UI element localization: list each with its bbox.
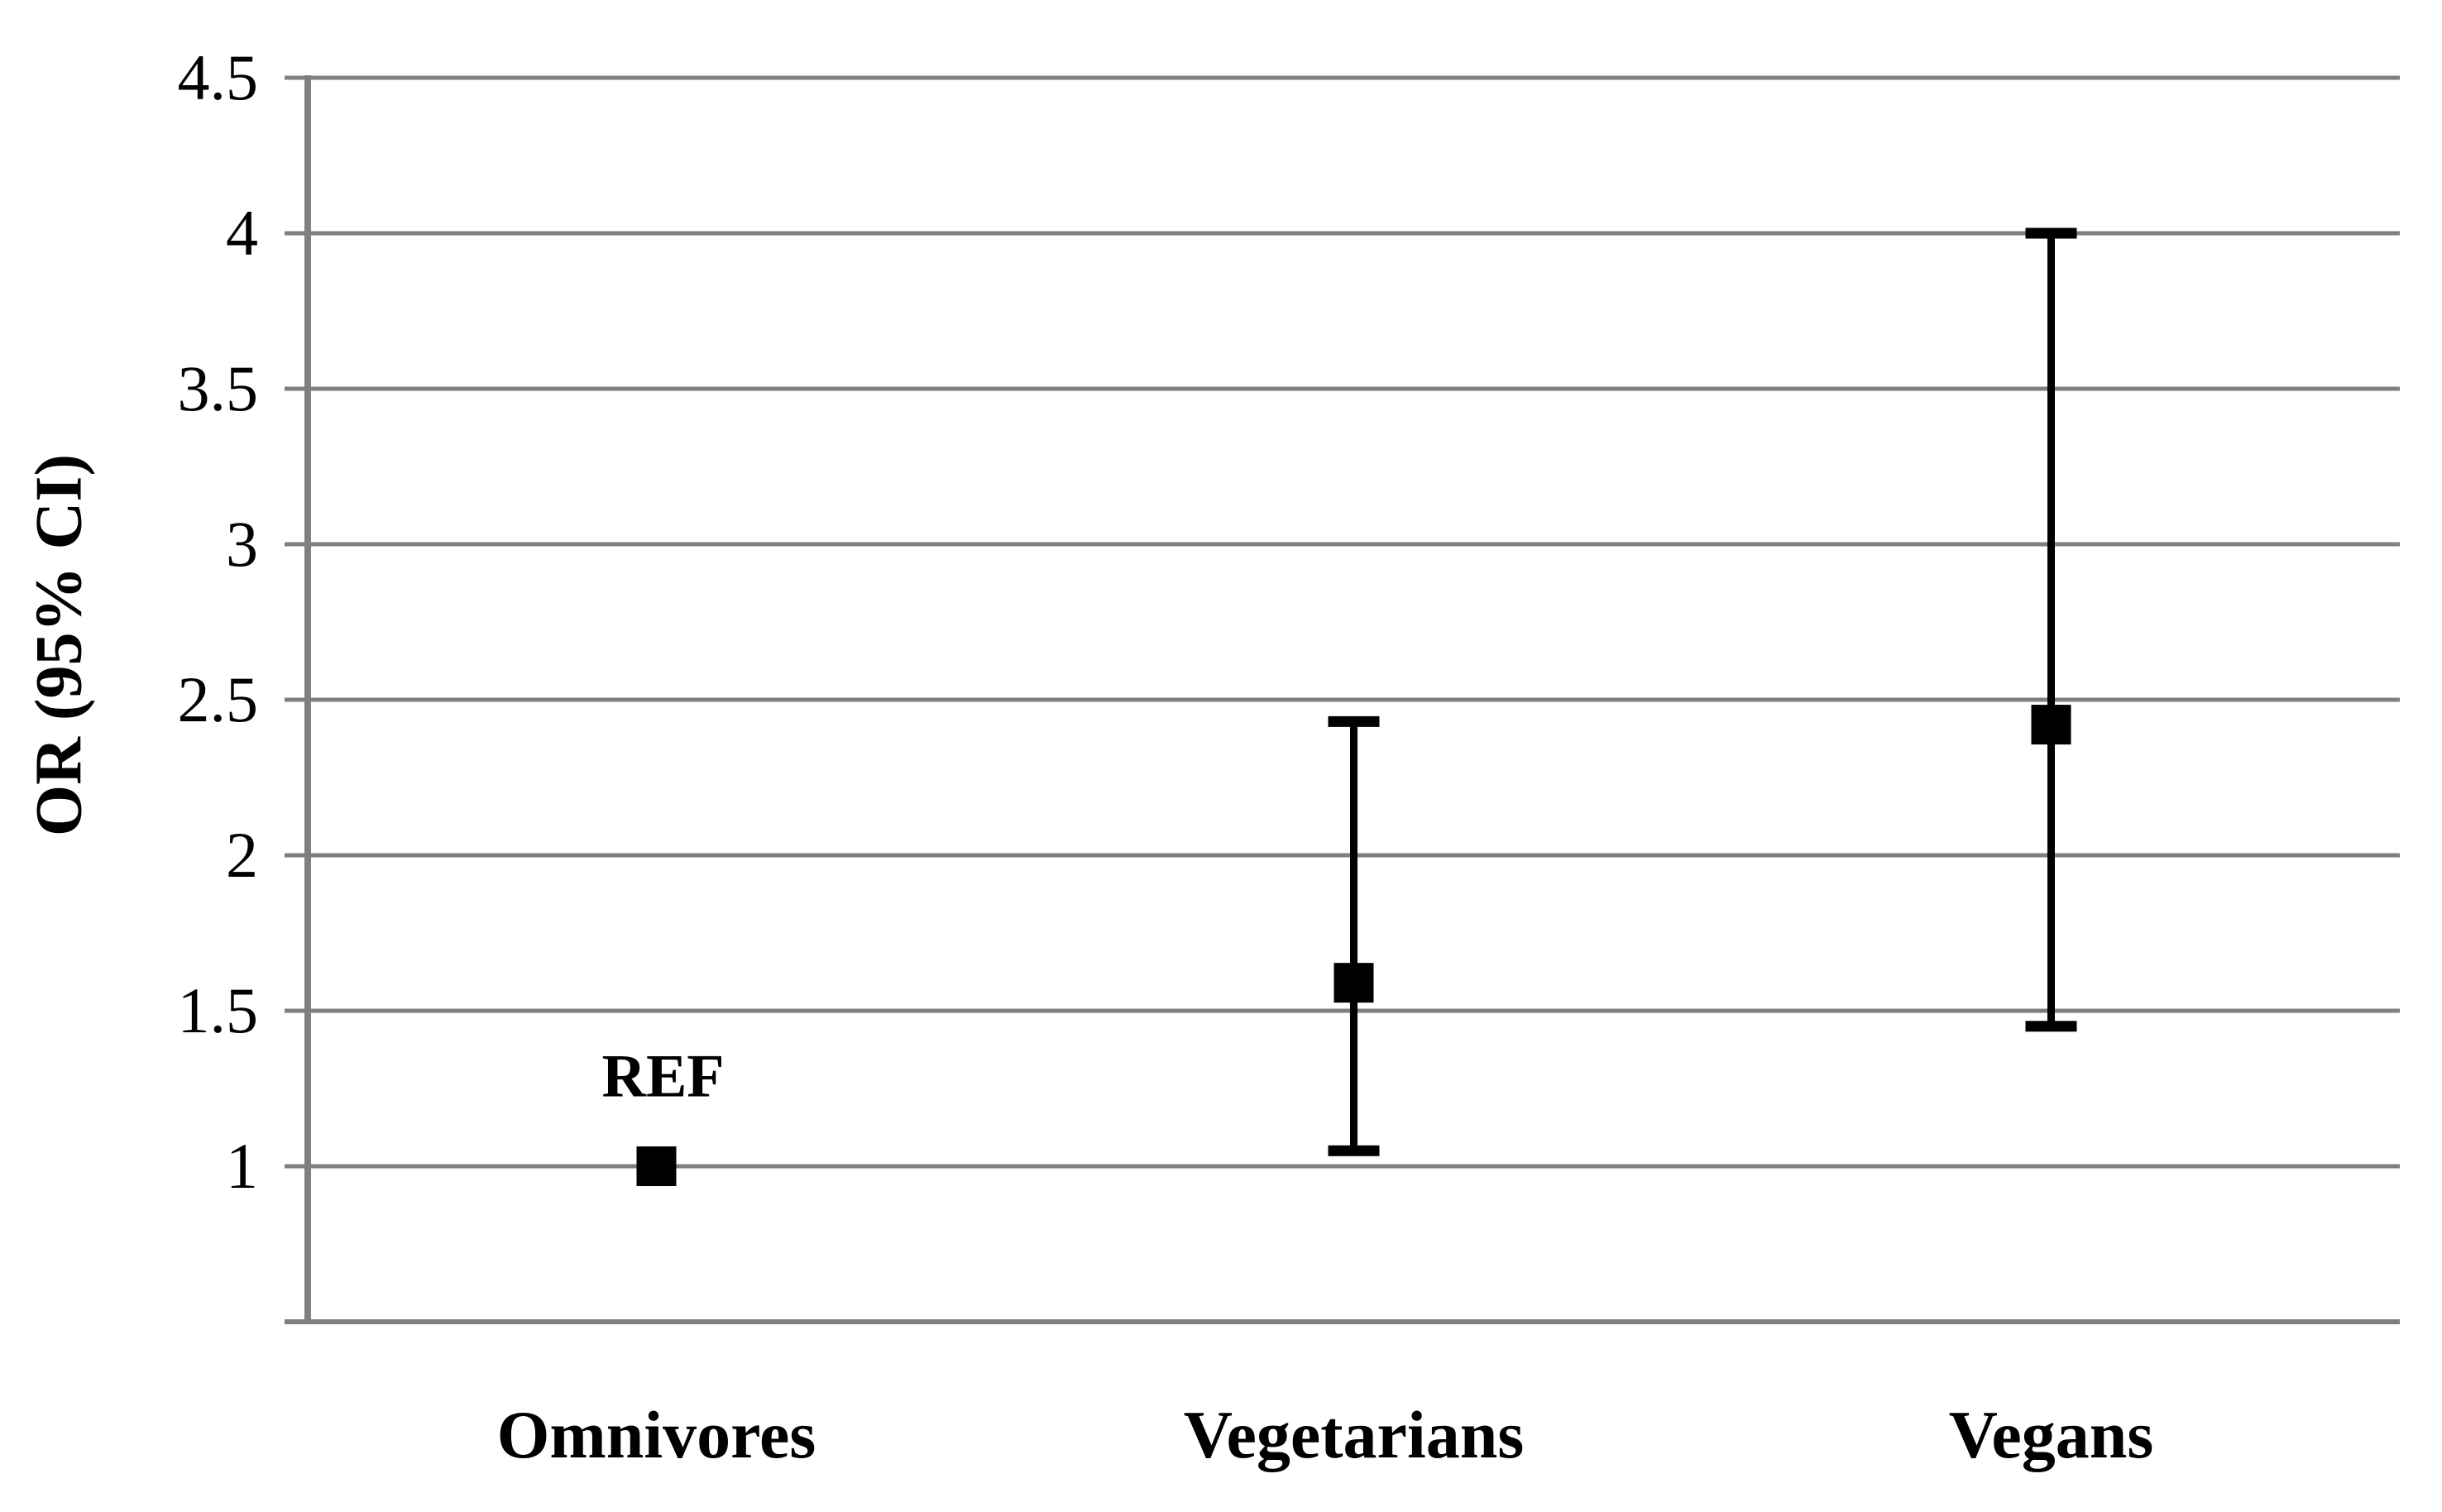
y-tick-label-4: 4 [226,197,258,269]
marker-vegans [2031,705,2071,745]
marker-vegetarians [1334,963,1374,1003]
category-label-vegans: Vegans [1948,1397,2154,1472]
ref-annotation: REF [601,1042,725,1111]
y-tick-label-1: 1 [226,1130,258,1202]
category-label-vegetarians: Vegetarians [1183,1397,1525,1472]
marker-omnivores [636,1146,677,1186]
y-tick-label-3.5: 3.5 [177,352,259,424]
y-tick-label-4.5: 4.5 [177,41,259,113]
y-tick-label-1.5: 1.5 [177,974,259,1046]
y-tick-label-3: 3 [226,508,258,580]
category-label-omnivores: Omnivores [496,1397,816,1472]
y-tick-label-2: 2 [226,819,258,891]
y-tick-label-2.5: 2.5 [177,663,259,735]
